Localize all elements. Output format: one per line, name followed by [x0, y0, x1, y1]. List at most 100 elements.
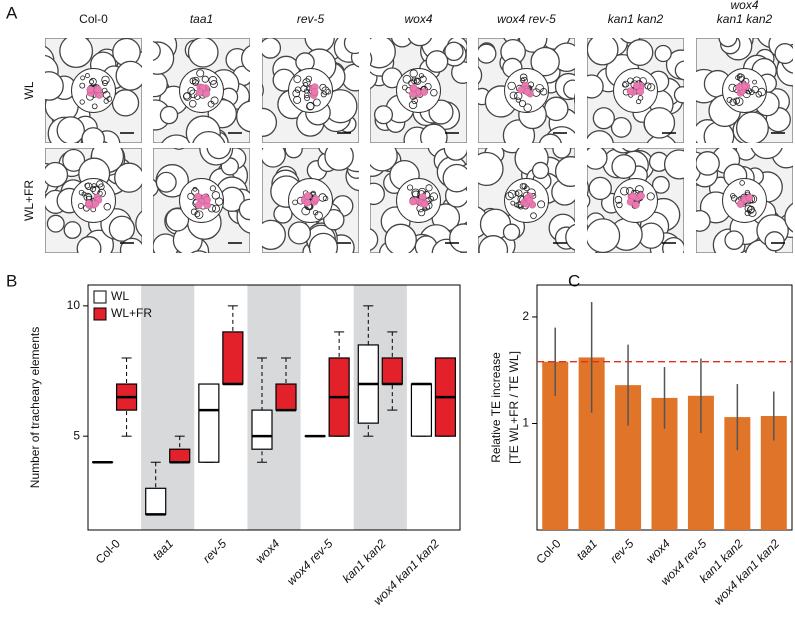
small-cell — [519, 100, 527, 108]
small-cell — [292, 89, 301, 98]
small-cell — [729, 98, 737, 106]
cell — [587, 148, 608, 170]
cell — [444, 41, 464, 62]
small-cell — [102, 80, 108, 86]
xylem — [410, 84, 418, 92]
small-cell — [325, 88, 332, 95]
y-tick-label: 5 — [73, 428, 80, 442]
small-cell — [208, 76, 218, 85]
cell — [478, 235, 509, 253]
small-cell — [210, 80, 218, 89]
cell — [502, 223, 521, 241]
x-tick-label: wox4 — [253, 536, 283, 566]
small-cell — [733, 97, 741, 105]
y-tick-label: 10 — [67, 298, 81, 312]
cell — [63, 221, 82, 239]
cell — [543, 96, 569, 122]
small-cell — [194, 210, 204, 219]
small-cell — [322, 195, 329, 202]
cell — [390, 38, 414, 48]
small-cell — [622, 80, 630, 88]
row-label: WL — [22, 81, 36, 99]
small-cell — [320, 91, 327, 98]
box — [145, 487, 167, 515]
small-cell — [507, 81, 516, 91]
y-tick-label: 2 — [522, 309, 529, 323]
cell — [62, 148, 86, 172]
small-cell — [521, 183, 528, 190]
micrograph — [153, 148, 250, 253]
cell — [153, 178, 159, 197]
column-label: Col-0 — [79, 12, 108, 26]
small-cell — [424, 82, 432, 91]
cell — [173, 148, 185, 150]
small-cell — [644, 82, 652, 90]
small-cell — [411, 188, 420, 198]
cell — [611, 154, 637, 179]
small-cell — [752, 79, 758, 85]
micrograph — [478, 38, 575, 143]
small-cell — [411, 97, 418, 105]
cell — [565, 223, 575, 251]
box — [251, 409, 273, 450]
small-cell — [187, 192, 195, 200]
column-label: wox4 — [730, 0, 758, 12]
cell — [592, 107, 615, 130]
xylem — [194, 201, 203, 210]
micrograph — [696, 38, 793, 143]
stele — [71, 178, 116, 223]
xylem — [632, 82, 641, 90]
cell — [190, 250, 208, 253]
panel-label: A — [6, 3, 18, 22]
small-cell — [408, 100, 418, 110]
small-cell — [647, 83, 656, 92]
cell — [308, 232, 339, 253]
cell — [587, 218, 621, 253]
small-cell — [515, 189, 523, 197]
x-tick-label: wox4 — [643, 536, 673, 566]
small-cell — [514, 191, 520, 196]
cell — [621, 148, 640, 153]
cell — [135, 210, 142, 237]
small-cell — [188, 99, 197, 108]
small-cell — [212, 204, 220, 213]
cell — [343, 38, 359, 55]
y-axis-label: Relative TE increase — [489, 352, 503, 463]
micrograph — [262, 38, 359, 143]
cell — [206, 148, 232, 160]
micrograph — [478, 148, 575, 253]
cell — [262, 148, 286, 168]
small-cell — [509, 91, 518, 100]
xylem — [94, 85, 102, 94]
small-cell — [194, 211, 201, 218]
cell — [46, 214, 65, 233]
cell — [588, 176, 612, 201]
small-cell — [430, 88, 438, 97]
legend-swatch — [93, 290, 107, 304]
cell — [478, 43, 497, 64]
cell — [573, 93, 575, 105]
small-cell — [739, 180, 745, 186]
cell — [478, 65, 483, 85]
small-cell — [183, 92, 191, 100]
small-cell — [636, 98, 642, 105]
cell — [442, 163, 467, 193]
column-label: kan1 kan2 — [608, 12, 664, 26]
cell — [530, 46, 560, 77]
small-cell — [429, 192, 439, 201]
cell — [159, 105, 179, 125]
cell — [774, 43, 793, 65]
cell — [696, 151, 720, 176]
small-cell — [187, 86, 196, 95]
xylem — [523, 88, 532, 96]
x-tick-label: kan1 kan2 — [340, 536, 389, 585]
cell — [764, 231, 785, 252]
cell — [370, 38, 396, 69]
small-cell — [103, 203, 112, 211]
cell — [674, 60, 684, 81]
cell — [370, 182, 385, 206]
small-cell — [755, 91, 763, 98]
small-cell — [209, 185, 216, 192]
cell — [563, 79, 575, 100]
